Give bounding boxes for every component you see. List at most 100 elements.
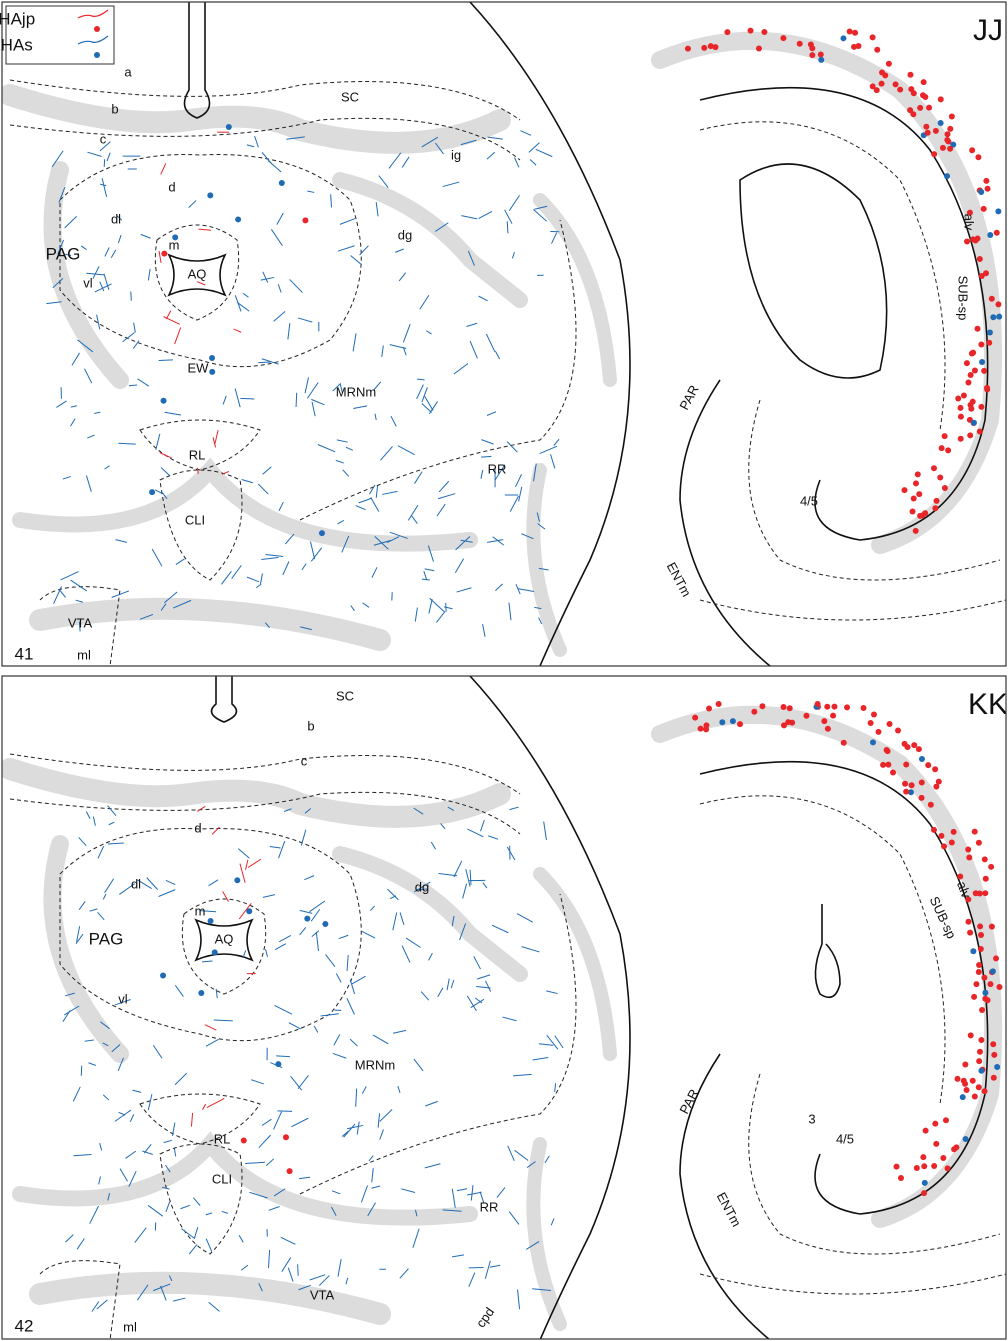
region-label: PAR — [676, 383, 701, 413]
fiber — [130, 1114, 133, 1121]
labeled-cell — [967, 930, 973, 936]
fiber — [487, 540, 503, 543]
labeled-cell — [913, 528, 919, 534]
fiber — [108, 806, 116, 816]
fiber — [115, 1110, 131, 1121]
fiber — [232, 565, 242, 578]
fiber — [240, 398, 254, 399]
labeled-cell — [911, 742, 917, 748]
fiber — [402, 946, 410, 963]
fiber — [376, 486, 377, 498]
labeled-cell — [981, 368, 987, 374]
fiber — [337, 520, 343, 523]
fiber — [372, 1168, 374, 1182]
labeled-cell — [932, 766, 938, 772]
region-label: PAG — [46, 244, 81, 263]
fiber-tract — [340, 854, 520, 974]
fiber — [406, 938, 420, 947]
fiber — [288, 1268, 293, 1282]
region-label: ml — [77, 647, 91, 662]
labeled-cell — [944, 173, 950, 179]
region-label: 3 — [808, 1111, 815, 1126]
labeled-cell — [830, 713, 836, 719]
labeled-cell — [957, 405, 963, 411]
fiber — [316, 932, 318, 951]
fiber — [540, 446, 557, 453]
panel-letter: KK — [968, 688, 1008, 721]
section-number: 41 — [15, 644, 34, 663]
labeled-cell — [995, 301, 1001, 307]
fiber — [120, 1169, 127, 1182]
labeled-cell — [940, 1155, 946, 1161]
fiber — [351, 606, 355, 611]
fiber — [469, 1273, 475, 1287]
fiber — [126, 1151, 136, 1158]
labeled-cell — [991, 1075, 997, 1081]
region-boundary — [700, 122, 945, 430]
labeled-cell — [945, 1165, 951, 1171]
fiber — [247, 145, 254, 147]
region-label: dl — [131, 876, 141, 891]
fiber — [347, 998, 354, 1014]
labeled-cell — [724, 29, 730, 35]
fiber — [454, 363, 468, 374]
labeled-cell — [921, 79, 927, 85]
fiber — [118, 235, 121, 243]
fiber — [241, 1265, 248, 1270]
labeled-cell — [756, 45, 762, 51]
fiber — [378, 1113, 379, 1127]
fiber — [191, 1113, 192, 1127]
labeled-cell — [978, 946, 984, 952]
region-label: VTA — [68, 615, 93, 630]
labeled-cell — [931, 151, 937, 157]
fiber — [92, 1301, 99, 1311]
fiber — [431, 842, 435, 849]
fiber — [290, 279, 303, 292]
fiber-tract — [10, 769, 500, 817]
fiber — [555, 1036, 563, 1048]
fiber — [344, 1124, 355, 1137]
fiber — [312, 402, 315, 416]
region-label: d — [168, 179, 175, 194]
labeled-cell — [931, 465, 937, 471]
fiber — [155, 490, 162, 494]
labeled-cell — [920, 92, 926, 98]
fiber — [60, 572, 78, 580]
region-boundary — [700, 600, 1006, 620]
fiber — [457, 588, 472, 592]
fiber — [352, 976, 366, 984]
labeled-cell — [940, 145, 946, 151]
labeled-cell — [921, 1190, 927, 1196]
fiber — [481, 440, 493, 445]
fiber — [301, 830, 306, 846]
labeled-cell — [957, 873, 963, 879]
labeled-cell — [975, 154, 981, 160]
labeled-cell — [977, 429, 983, 435]
fiber — [269, 1250, 270, 1268]
labeled-cell — [840, 35, 846, 41]
fiber — [332, 1191, 340, 1194]
fiber — [99, 1177, 101, 1185]
labeled-cell — [287, 1168, 293, 1174]
fiber — [161, 163, 166, 174]
labeled-cell — [703, 722, 709, 728]
fiber — [340, 219, 355, 225]
labeled-cell — [983, 876, 989, 882]
labeled-cell — [943, 1117, 949, 1123]
region-label: RL — [214, 1131, 231, 1146]
labeled-cell — [852, 30, 858, 36]
fiber — [276, 1056, 290, 1057]
fiber — [471, 1185, 473, 1200]
labeled-cell — [932, 505, 938, 511]
labeled-cell — [933, 1141, 939, 1147]
fiber — [86, 811, 90, 818]
fiber — [488, 836, 498, 840]
fiber — [530, 160, 536, 166]
labeled-cell — [207, 192, 213, 198]
labeled-cell — [936, 779, 942, 785]
fiber — [417, 385, 424, 399]
labeled-cell — [985, 186, 991, 192]
fiber — [263, 467, 272, 475]
labeled-cell — [241, 1138, 247, 1144]
labeled-cell — [938, 96, 944, 102]
